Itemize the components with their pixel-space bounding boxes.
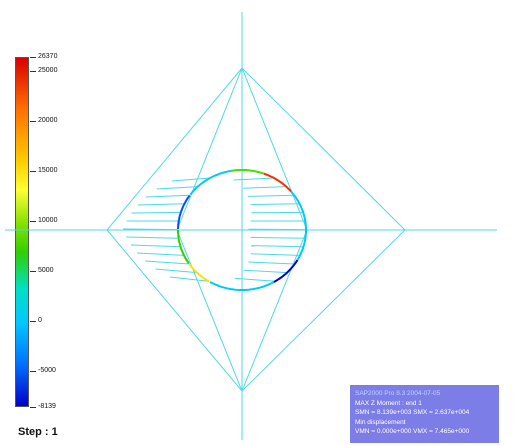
moment-line [243, 186, 287, 189]
moment-line [137, 252, 185, 256]
scale-tick-label: 15000 [38, 166, 58, 174]
moment-line [251, 245, 304, 248]
scale-tick-label: 20000 [38, 116, 58, 124]
brace-top-right [241, 67, 308, 231]
moment-line [145, 260, 190, 265]
scale-tick-label: 26370 [38, 53, 58, 60]
moment-line [250, 203, 300, 206]
ring-segment [189, 169, 232, 196]
moment-line [130, 244, 181, 248]
scale-tick-label: 10000 [38, 216, 58, 224]
moment-diagram-lines [123, 177, 307, 282]
ring-segment [230, 169, 265, 175]
moment-line [250, 236, 306, 239]
moment-line [123, 228, 179, 231]
ring-member [177, 169, 307, 291]
moment-line [155, 268, 197, 274]
scale-tick [30, 320, 36, 322]
scale-tick [30, 170, 36, 172]
ring-segment [296, 230, 307, 261]
moment-line [137, 203, 185, 206]
scale-tick [30, 370, 36, 372]
ring-segment [209, 281, 275, 291]
moment-line [126, 236, 179, 239]
moment-line [248, 261, 295, 265]
ring-segment [290, 190, 307, 230]
scale-tick [30, 270, 36, 272]
brace-bottom-right [241, 229, 308, 392]
info-panel: SAP2000 Pro 8.3 2004-07-05 MAX Z Moment … [350, 385, 499, 443]
ring-segment [188, 263, 210, 283]
info-displacement-range: VMN = 0.000e+000 VMX = 7.465e+000 [355, 428, 470, 435]
scale-tick [30, 220, 36, 222]
ring-segment [263, 172, 292, 193]
scale-tick-label: -8139 [38, 403, 56, 410]
scale-tick-label: -5000 [38, 366, 56, 374]
scale-tick [30, 120, 36, 122]
step-label: Step : 1 [18, 426, 58, 438]
info-result-type: MAX Z Moment : end 1 [355, 399, 422, 407]
scale-tick [30, 407, 36, 408]
ring-segment [273, 259, 299, 283]
moment-line [250, 253, 301, 256]
moment-line [171, 177, 211, 182]
ring-segment [177, 230, 190, 265]
scale-tick-label: 25000 [38, 66, 58, 74]
moment-line [156, 186, 198, 190]
moment-line [170, 276, 209, 282]
color-scale-bar [15, 57, 29, 407]
scale-tick-label: 5000 [38, 266, 54, 274]
moment-line [233, 177, 274, 181]
info-range: SMN = 8.139e+003 SMX = 2.637e+004 [355, 409, 470, 416]
moment-line [145, 194, 190, 198]
info-program: SAP2000 Pro 8.3 2004-07-05 [355, 390, 441, 397]
scale-tick [30, 57, 36, 58]
brace-top-left [176, 67, 243, 231]
ring-segment [177, 194, 191, 230]
moment-line [131, 211, 181, 214]
moment-line [243, 269, 288, 274]
brace-bottom-left [176, 229, 243, 392]
moment-line [234, 277, 276, 282]
scale-tick [30, 70, 36, 72]
info-displacement: Min displacement [355, 418, 406, 426]
moment-line [248, 194, 295, 197]
scale-tick-label: 0 [38, 316, 42, 324]
